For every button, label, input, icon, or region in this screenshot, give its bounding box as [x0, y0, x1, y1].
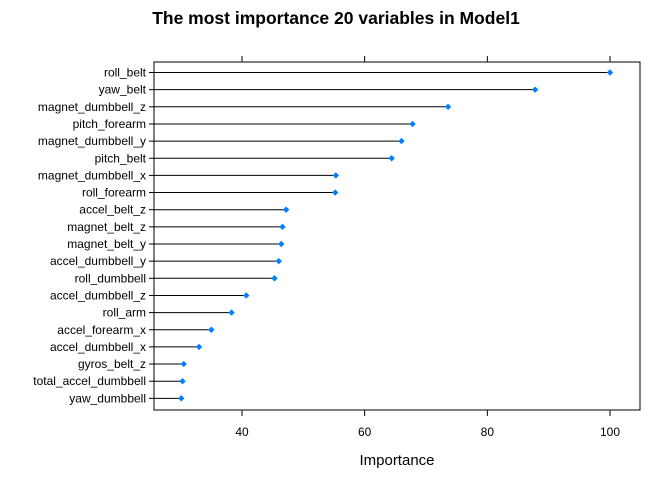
x-tick-label: 40 — [235, 425, 249, 439]
data-point — [332, 189, 339, 196]
data-point — [279, 223, 286, 231]
data-point — [282, 206, 290, 213]
y-tick-label: accel_forearm_x — [57, 323, 146, 337]
data-point — [278, 240, 285, 248]
y-tick-label: yaw_belt — [99, 83, 147, 97]
data-point — [178, 395, 185, 402]
y-tick-label: roll_belt — [104, 66, 147, 80]
y-tick-label: magnet_dumbbell_x — [38, 168, 146, 182]
y-tick-label: yaw_dumbbell — [69, 391, 146, 405]
y-tick-label: magnet_dumbbell_z — [38, 100, 146, 114]
y-tick-label: magnet_dumbbell_y — [38, 134, 146, 148]
y-tick-label: roll_dumbbell — [75, 271, 146, 285]
data-point — [388, 155, 395, 162]
y-tick-label: magnet_belt_y — [67, 237, 146, 251]
data-point — [409, 120, 416, 128]
y-tick-label: roll_arm — [103, 306, 146, 320]
plot-frame — [153, 61, 641, 411]
x-tick-label: 100 — [600, 425, 620, 439]
data-point — [179, 378, 186, 385]
y-tick-label: accel_dumbbell_z — [50, 288, 146, 302]
y-tick-label: roll_forearm — [82, 186, 146, 200]
y-tick-label: pitch_forearm — [73, 117, 146, 131]
y-tick-label: accel_dumbbell_x — [50, 340, 146, 354]
data-point — [180, 360, 187, 368]
data-point — [228, 309, 235, 316]
data-point — [195, 343, 203, 351]
chart-marks: roll_belt yaw_belt magnet_dumbbell_z pitch_… — [33, 56, 620, 439]
x-axis-title: Importance — [359, 452, 434, 469]
data-point — [208, 326, 215, 333]
y-tick-label: gyros_belt_z — [78, 357, 146, 371]
y-tick-label: pitch_belt — [95, 151, 147, 165]
data-point — [606, 69, 614, 76]
x-tick-label: 80 — [481, 425, 495, 439]
data-point — [275, 257, 282, 265]
y-tick-label: magnet_belt_z — [67, 220, 146, 234]
y-tick-label: total_accel_dumbbell — [33, 374, 146, 388]
chart-title: The most importance 20 variables in Mode… — [152, 8, 520, 28]
data-point — [398, 137, 405, 145]
data-point — [531, 86, 539, 93]
data-point — [243, 292, 250, 299]
data-point — [332, 172, 340, 179]
data-point — [444, 103, 452, 110]
data-point — [271, 275, 278, 282]
x-tick-label: 60 — [358, 425, 372, 439]
y-tick-label: accel_belt_z — [79, 203, 146, 217]
y-tick-label: accel_dumbbell_y — [50, 254, 146, 268]
